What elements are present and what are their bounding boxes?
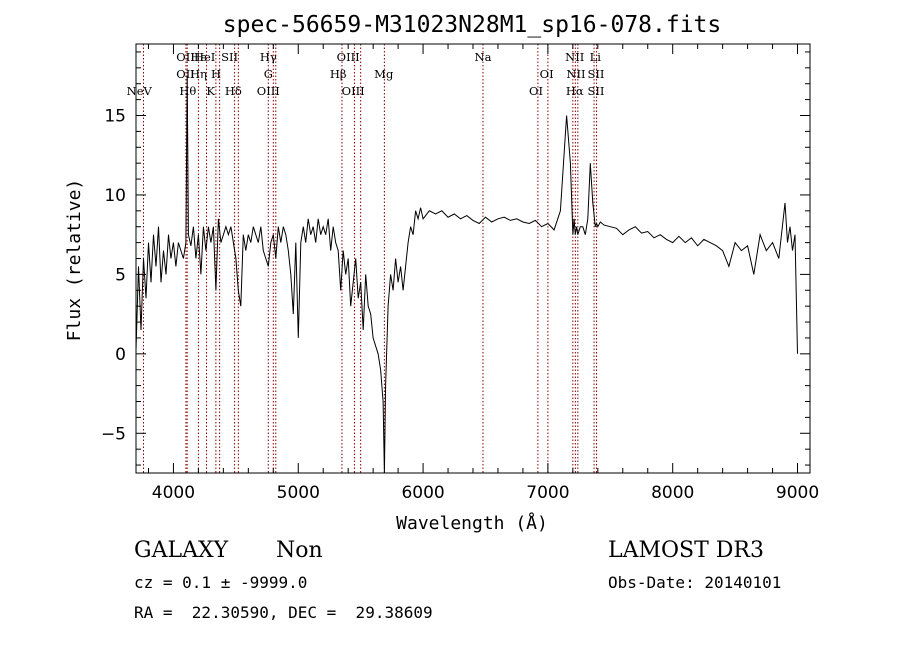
line-label-17: Mg [374, 67, 394, 81]
line-label-24: SII [587, 67, 604, 81]
chart-title: spec-56659-M31023N28M1_sp16-078.fits [223, 12, 722, 38]
line-label-0: NeV [127, 84, 153, 98]
line-label-2: OII [176, 67, 195, 81]
plot-frame [135, 43, 811, 474]
line-label-8: K [206, 84, 215, 98]
x-tick-label-3: 7000 [526, 483, 569, 503]
line-label-6: Hη [190, 67, 207, 81]
line-label-15: Hβ [330, 67, 347, 81]
y-axis-title: Flux (relative) [64, 179, 85, 342]
line-label-19: OI [540, 67, 554, 81]
observation-date: Obs-Date: 20140101 [608, 573, 782, 592]
emission-line-markers [142, 44, 598, 473]
x-tick-label-0: 4000 [152, 483, 195, 503]
y-tick-label-2: 5 [115, 265, 126, 285]
spectrum-series [135, 75, 798, 474]
line-label-21: NII [565, 50, 584, 64]
line-label-16: OIII [342, 84, 365, 98]
survey-name: LAMOST DR3 [608, 538, 764, 563]
line-label-5: HeI [194, 50, 215, 64]
y-tick-label-3: 10 [104, 186, 126, 206]
coordinates-readout: RA = 22.30590, DEC = 29.38609 [134, 603, 433, 622]
spectrum-line [135, 75, 798, 474]
redshift-readout: cz = 0.1 ± -9999.0 [134, 573, 308, 592]
x-axis-title: Wavelength (Å) [396, 512, 548, 534]
y-tick-label-1: 0 [115, 345, 126, 365]
line-label-22: Li [590, 50, 602, 64]
object-class: GALAXY [134, 538, 229, 563]
line-label-23: NII [566, 67, 585, 81]
line-label-11: Hγ [260, 50, 277, 64]
line-label-10: Hδ [225, 84, 242, 98]
y-tick-label-4: 15 [104, 107, 126, 127]
line-label-9: SII [221, 50, 238, 64]
line-label-26: SII [587, 84, 604, 98]
axis-ticks: 4000 5000 6000 7000 8000 9000 −5 0 5 10 15 [101, 44, 819, 503]
line-label-25: Hα [566, 84, 584, 98]
x-tick-label-5: 9000 [776, 483, 819, 503]
x-tick-label-1: 5000 [277, 483, 320, 503]
x-tick-label-2: 6000 [401, 483, 444, 503]
line-label-7: H [211, 67, 221, 81]
y-tick-label-0: −5 [101, 424, 126, 444]
line-label-14: OIII [337, 50, 360, 64]
line-label-20: OI [529, 84, 543, 98]
line-label-18: Na [475, 50, 492, 64]
line-label-3: Hθ [179, 84, 196, 98]
line-label-13: OIII [257, 84, 280, 98]
line-label-4: Hε [190, 50, 206, 64]
line-label-12: G [264, 67, 273, 81]
object-subclass: Non [276, 538, 323, 563]
x-tick-label-4: 8000 [651, 483, 694, 503]
line-label-1: OII [176, 50, 195, 64]
